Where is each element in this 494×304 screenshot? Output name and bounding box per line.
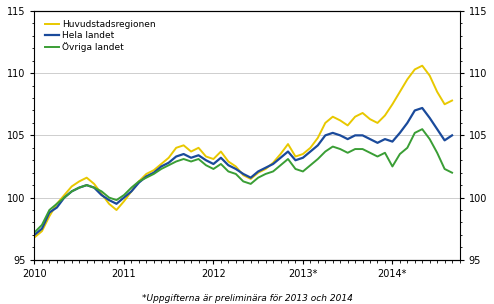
- Huvudstadsregionen: [32, 236, 38, 239]
- Huvudstadsregionen: [143, 172, 149, 176]
- Text: *Uppgifterna är preliminära för 2013 och 2014: *Uppgifterna är preliminära för 2013 och…: [142, 294, 352, 303]
- Huvudstadsregionen: [46, 214, 52, 218]
- Övriga landet: [419, 127, 425, 131]
- Hela landet: [323, 133, 329, 137]
- Övriga landet: [315, 157, 321, 161]
- Line: Övriga landet: Övriga landet: [35, 129, 452, 233]
- Huvudstadsregionen: [315, 136, 321, 140]
- Övriga landet: [32, 231, 38, 234]
- Hela landet: [315, 143, 321, 147]
- Huvudstadsregionen: [323, 121, 329, 125]
- Hela landet: [143, 174, 149, 178]
- Övriga landet: [54, 202, 60, 206]
- Övriga landet: [323, 150, 329, 153]
- Hela landet: [449, 133, 455, 137]
- Hela landet: [32, 233, 38, 237]
- Hela landet: [54, 206, 60, 209]
- Huvudstadsregionen: [54, 202, 60, 206]
- Huvudstadsregionen: [419, 64, 425, 67]
- Huvudstadsregionen: [210, 157, 216, 161]
- Övriga landet: [210, 167, 216, 171]
- Övriga landet: [449, 171, 455, 174]
- Övriga landet: [143, 176, 149, 179]
- Line: Hela landet: Hela landet: [35, 108, 452, 235]
- Övriga landet: [46, 208, 52, 212]
- Hela landet: [46, 211, 52, 214]
- Legend: Huvudstadsregionen, Hela landet, Övriga landet: Huvudstadsregionen, Hela landet, Övriga …: [43, 18, 158, 54]
- Line: Huvudstadsregionen: Huvudstadsregionen: [35, 66, 452, 237]
- Huvudstadsregionen: [449, 99, 455, 102]
- Hela landet: [419, 106, 425, 110]
- Hela landet: [210, 162, 216, 166]
